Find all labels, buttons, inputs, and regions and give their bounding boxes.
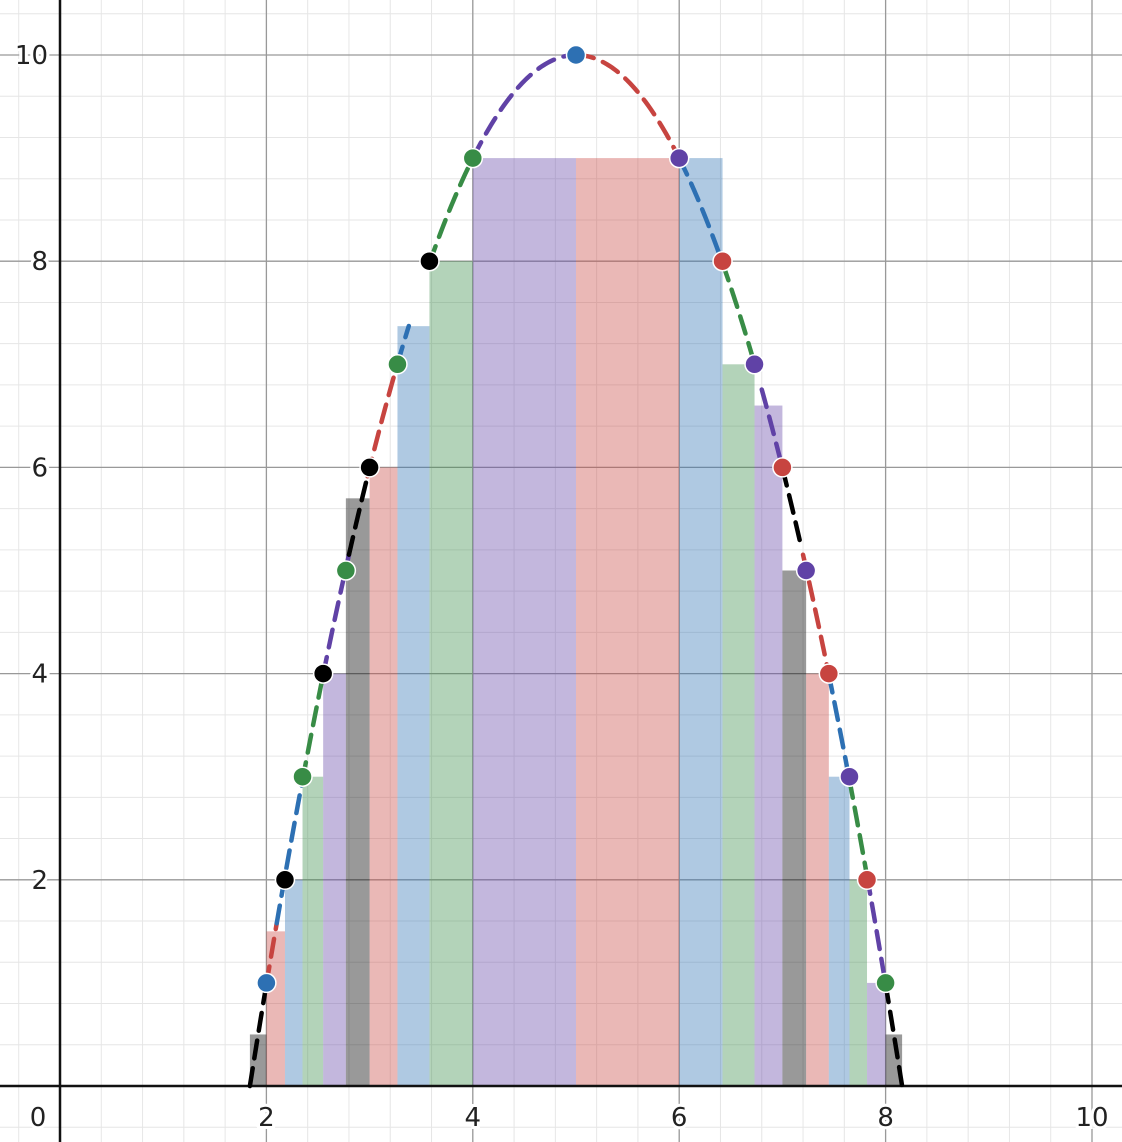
strip-black (782, 570, 807, 1086)
shaded-strips (249, 158, 903, 1087)
x-tick-label: 6 (671, 1103, 688, 1133)
point-green (335, 560, 357, 581)
point-blue (565, 44, 587, 66)
point-red (818, 663, 840, 684)
curve-segment-purple (759, 387, 785, 471)
strip-black (345, 498, 370, 1087)
strip-purple (867, 982, 886, 1086)
curve-segment-blue (274, 777, 305, 926)
strip-purple (472, 158, 576, 1087)
point-black (359, 457, 380, 478)
y-tick-label: 4 (31, 660, 48, 690)
point-black (312, 663, 334, 684)
curve-segment-blue (676, 156, 725, 266)
point-green (875, 972, 896, 994)
curve-segment-purple (470, 52, 579, 161)
point-purple (839, 766, 860, 787)
curve-segment-black (883, 981, 905, 1089)
strip-green (722, 364, 755, 1086)
tick-labels: 2 4 6 8 10 2 4 6 8 10 0 (12, 38, 1112, 1136)
strip-red (806, 673, 829, 1086)
point-black (419, 250, 440, 272)
curve-segment-red (365, 361, 400, 479)
x-tick-label: 2 (258, 1103, 275, 1133)
strip-blue (397, 326, 430, 1086)
curve-segment-black (346, 474, 370, 557)
point-green (292, 766, 313, 787)
curve-segment-green (300, 672, 326, 783)
strip-blue (284, 879, 303, 1086)
point-red (772, 457, 793, 478)
point-purple (668, 147, 690, 169)
origin-label: 0 (30, 1103, 47, 1133)
curve-segment-red (573, 52, 682, 161)
x-tick-label: 4 (465, 1103, 482, 1133)
point-purple (744, 354, 765, 375)
curve-segment-black (247, 981, 269, 1089)
strip-red (576, 158, 680, 1087)
point-green (462, 147, 484, 169)
curve-segment-purple (864, 873, 888, 987)
point-red (856, 869, 878, 891)
curve-segment-black (780, 465, 804, 548)
y-tick-label: 10 (15, 41, 48, 71)
curve-segment-green (427, 156, 476, 266)
y-tick-label: 6 (31, 453, 48, 483)
strip-blue (679, 158, 723, 1087)
y-tick-label: 8 (31, 247, 48, 277)
x-tick-label: 10 (1075, 1103, 1108, 1133)
strip-purple (323, 673, 346, 1086)
strip-green (429, 261, 473, 1086)
point-green (387, 354, 408, 375)
curve-points (256, 44, 896, 994)
point-black (274, 869, 296, 891)
curve-segment-green (720, 260, 757, 367)
strip-green (302, 776, 324, 1086)
curve-segment-blue (826, 672, 852, 783)
curve-segment-green (847, 777, 870, 879)
strip-green (849, 879, 868, 1086)
y-tick-label: 2 (31, 866, 48, 896)
point-blue (256, 972, 277, 994)
strip-red (369, 467, 398, 1086)
point-red (712, 250, 733, 272)
point-purple (795, 560, 817, 581)
x-tick-label: 8 (877, 1103, 894, 1133)
strip-blue (828, 776, 850, 1086)
strip-purple (754, 405, 783, 1086)
